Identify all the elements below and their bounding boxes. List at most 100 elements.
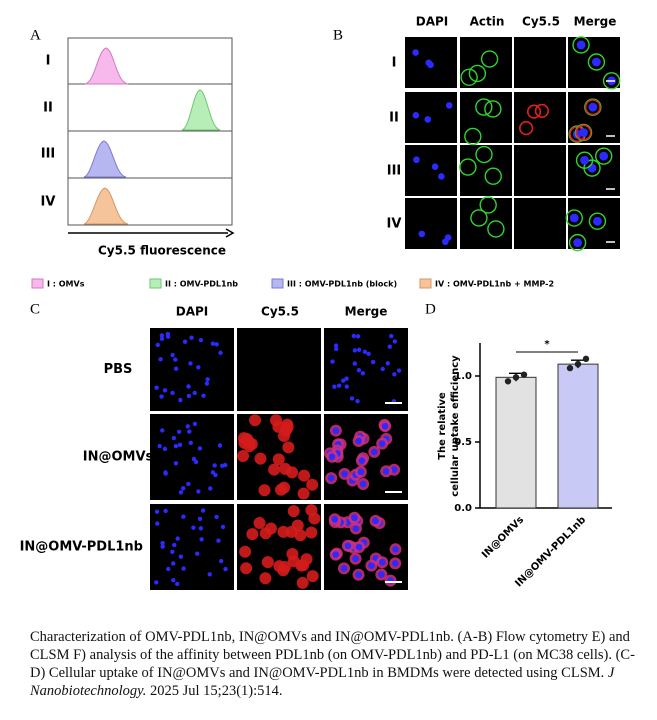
micrograph [405,145,457,196]
cy55 [275,483,288,496]
nucleus [192,390,197,396]
nucleus [387,344,392,349]
actin [464,127,482,146]
cy55 [270,414,283,427]
actin [484,167,502,185]
nucleus [412,49,419,56]
data-point [520,371,528,378]
nucleus [390,466,398,474]
cy55 [240,562,253,575]
cy55 [254,452,267,465]
nucleus [181,486,186,491]
actin [602,72,621,90]
nucleus [588,102,598,112]
nucleus [173,366,179,371]
cy55 [294,529,307,542]
nucleus [576,40,586,50]
data-point [574,360,582,368]
nucleus [176,429,182,434]
nucleus [573,238,582,248]
panel-label: D [425,301,436,317]
nucleus [328,453,336,461]
column-header: DAPI [176,305,209,319]
nucleus [171,435,177,441]
nucleus [154,580,159,585]
histogram-peak [83,187,129,225]
actin [587,53,606,71]
cy55 [584,99,601,116]
nucleus [327,474,335,482]
nucleus [187,429,192,434]
nucleus [181,514,186,519]
nucleus [592,57,601,67]
column-header: Merge [345,305,388,319]
micrograph [237,328,321,411]
nucleus [186,393,192,399]
nucleus [424,116,432,123]
nucleus [160,428,165,433]
nucleus [165,331,171,337]
actin [584,98,602,116]
nucleus [370,359,376,365]
cy55 [296,576,309,589]
nucleus [220,524,226,530]
row-label: III [41,147,56,162]
x-tick-label: IN@OMV-PDL1nb [513,514,588,589]
column-header: Cy5.5 [261,305,299,319]
nucleus [431,163,439,170]
nucleus [334,346,339,352]
nucleus [175,536,180,541]
cy55 [277,525,290,538]
y-axis-label: cellular uptake efficiency [450,355,461,497]
nucleus [382,467,390,475]
nucleus [359,480,367,488]
nucleus [177,442,183,448]
caption-text: Characterization of OMV-PDL1nb, IN@OMVs … [30,629,635,681]
actin [565,209,583,227]
cy55 [277,564,290,577]
actin [468,64,487,83]
nucleus [341,378,346,383]
nucleus [166,566,171,572]
significance-mark: * [544,339,550,350]
row-label: II [389,111,399,126]
nucleus [351,333,357,339]
nucleus [188,440,193,446]
row-label: I [46,54,51,69]
cy55 [239,545,252,558]
row-label: IN@OMV-PDL1nb [20,540,143,555]
nucleus [214,514,219,520]
nucleus [218,350,223,355]
nucleus [380,366,385,372]
nucleus [178,490,184,495]
nucleus [352,555,359,563]
legend-swatch [419,278,432,289]
actin [575,151,594,169]
nucleus [332,427,340,434]
nucleus [599,151,609,161]
nucleus [444,234,452,241]
nucleus [210,341,216,346]
cy55 [526,104,542,119]
cy55 [272,453,285,466]
cy55 [575,124,592,141]
nucleus [378,440,386,447]
nucleus [352,525,360,532]
nucleus [357,468,365,476]
nucleus [188,361,193,366]
cy55 [258,484,271,497]
micrograph [460,92,512,143]
actin [572,36,590,54]
histogram-peak [181,89,221,131]
column-header: Cy5.5 [522,15,560,29]
actin [595,147,613,165]
legend-label: IV : OMV-PDL1nb + MMP-2 [435,280,554,289]
nucleus [412,112,420,119]
actin [487,220,505,238]
cy55 [261,556,274,569]
bar [557,363,599,509]
nucleus [355,398,360,404]
nucleus [356,347,362,353]
actin [480,50,499,68]
